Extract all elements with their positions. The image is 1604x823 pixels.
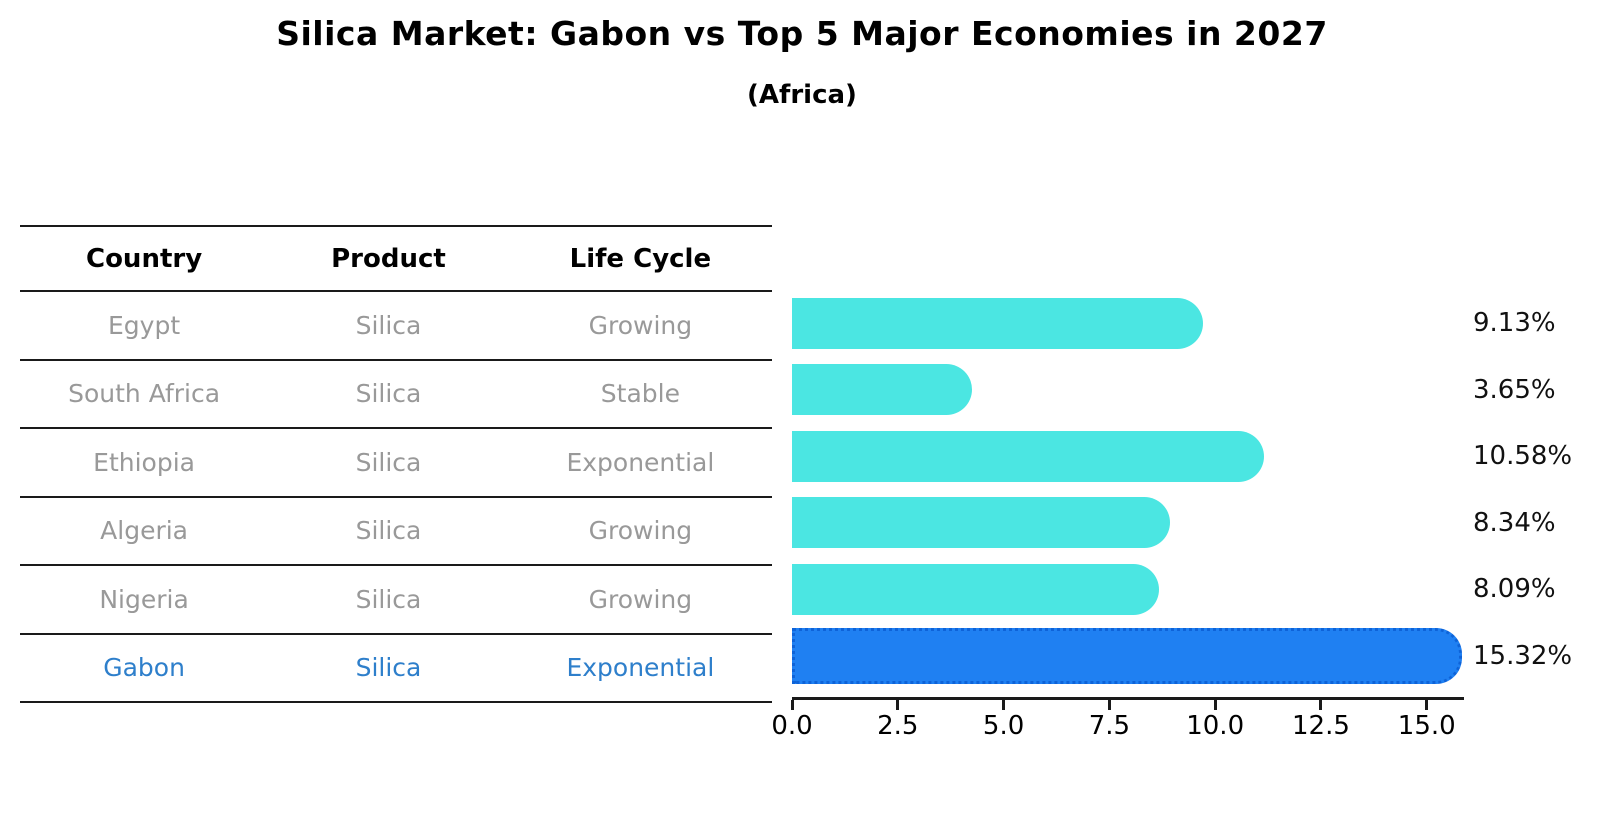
tick-label: 10.0 bbox=[1186, 711, 1245, 741]
cell-country: South Africa bbox=[68, 379, 221, 409]
tick-mark bbox=[896, 700, 900, 710]
cell-product: Silica bbox=[355, 310, 422, 340]
column-header-country: Country bbox=[85, 243, 203, 274]
tick-mark bbox=[1319, 700, 1323, 710]
bar-ethiopia bbox=[792, 430, 1265, 482]
table-row: South Africa Silica Stable bbox=[20, 361, 772, 429]
value-label-nigeria: 8.09% bbox=[1473, 574, 1556, 604]
cell-country: Gabon bbox=[103, 653, 185, 683]
chart-subtitle: (Africa) bbox=[747, 80, 857, 110]
table-header-row: Country Product Life Cycle bbox=[20, 225, 772, 292]
chart-title: Silica Market: Gabon vs Top 5 Major Econ… bbox=[276, 14, 1328, 53]
column-header-life-cycle: Life Cycle bbox=[569, 243, 712, 274]
cell-product: Silica bbox=[355, 379, 422, 409]
cell-product: Silica bbox=[355, 653, 422, 683]
bar-row bbox=[792, 290, 1462, 357]
value-label-algeria: 8.34% bbox=[1473, 507, 1556, 538]
tick-label: 5.0 bbox=[982, 711, 1025, 741]
bar-gabon bbox=[792, 627, 1462, 684]
tick-label: 0.0 bbox=[771, 711, 813, 741]
table-row: Egypt Silica Growing bbox=[20, 292, 772, 361]
cell-country: Egypt bbox=[108, 310, 181, 340]
column-header-product: Product bbox=[331, 243, 446, 274]
bar-egypt bbox=[792, 297, 1204, 349]
tick-label: 15.0 bbox=[1397, 711, 1456, 741]
bar-algeria bbox=[792, 497, 1170, 549]
bar-row bbox=[792, 490, 1462, 557]
value-label-south-africa: 3.65% bbox=[1473, 374, 1556, 405]
table-row: Nigeria Silica Growing bbox=[20, 566, 772, 635]
bar-row bbox=[792, 423, 1462, 490]
tick-mark bbox=[790, 700, 794, 710]
cell-product: Silica bbox=[355, 447, 422, 477]
cell-life-cycle: Exponential bbox=[566, 447, 715, 477]
table-row: Algeria Silica Growing bbox=[20, 498, 772, 566]
cell-life-cycle: Growing bbox=[588, 516, 693, 546]
tick-label: 7.5 bbox=[1088, 711, 1131, 741]
bar-row bbox=[792, 556, 1462, 623]
bar-plot bbox=[792, 290, 1462, 689]
cell-life-cycle: Growing bbox=[588, 310, 693, 340]
cell-country: Algeria bbox=[100, 516, 188, 546]
bar-row bbox=[792, 357, 1462, 424]
table-row: Ethiopia Silica Exponential bbox=[20, 429, 772, 498]
tick-label: 12.5 bbox=[1292, 711, 1350, 741]
bar-nigeria bbox=[792, 563, 1160, 615]
tick-mark bbox=[1425, 700, 1429, 710]
value-label-gabon: 15.32% bbox=[1473, 640, 1573, 671]
value-label-ethiopia: 10.58% bbox=[1473, 441, 1573, 471]
cell-life-cycle: Growing bbox=[588, 584, 693, 614]
value-label-egypt: 9.13% bbox=[1473, 308, 1556, 338]
x-axis-spine bbox=[792, 697, 1464, 700]
tick-mark bbox=[1213, 700, 1217, 710]
cell-life-cycle: Exponential bbox=[566, 653, 715, 683]
cell-country: Nigeria bbox=[99, 584, 189, 614]
table-row-gabon: Gabon Silica Exponential bbox=[20, 635, 772, 703]
value-labels: 9.13% 3.65% 10.58% 8.34% 8.09% 15.32% bbox=[1473, 290, 1603, 689]
tick-mark bbox=[1002, 700, 1006, 710]
bar-south-africa bbox=[792, 364, 972, 416]
country-table: Country Product Life Cycle Egypt Silica … bbox=[20, 225, 772, 703]
cell-country: Ethiopia bbox=[93, 447, 195, 477]
tick-mark bbox=[1107, 700, 1111, 710]
bar-row bbox=[792, 623, 1462, 690]
cell-life-cycle: Stable bbox=[600, 379, 680, 409]
cell-product: Silica bbox=[355, 584, 422, 614]
x-axis: 0.0 2.5 5.0 7.5 10.0 12.5 15.0 bbox=[771, 697, 1464, 757]
tick-label: 2.5 bbox=[877, 711, 919, 741]
cell-product: Silica bbox=[355, 516, 422, 546]
